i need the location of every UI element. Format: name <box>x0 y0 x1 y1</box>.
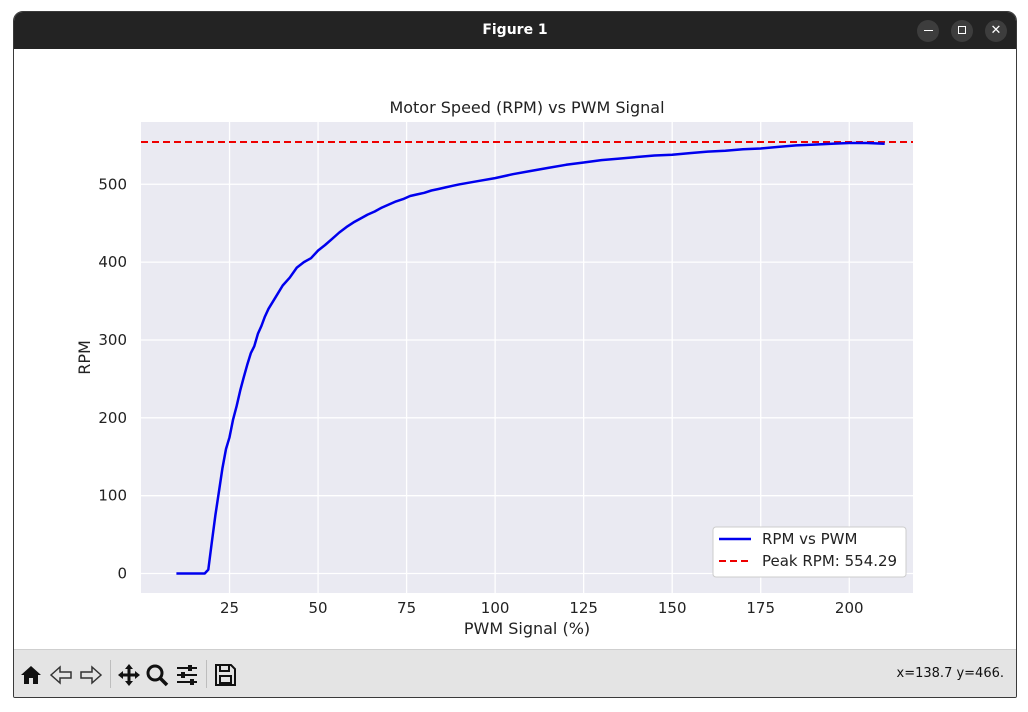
zoom-magnifier-icon <box>146 664 169 687</box>
back-arrow-icon <box>49 665 72 685</box>
y-tick-labels: 0 100 200 300 400 500 <box>98 175 127 582</box>
x-tick-labels: 25 50 75 100 125 150 175 200 <box>220 599 864 617</box>
window-title: Figure 1 <box>482 22 548 38</box>
x-axis-label: PWM Signal (%) <box>464 619 590 638</box>
x-tick-label: 125 <box>569 599 598 617</box>
plot-area <box>141 122 913 593</box>
rpm-series-line <box>176 141 885 575</box>
close-button[interactable]: ✕ <box>985 20 1007 42</box>
y-tick-label: 500 <box>98 175 127 193</box>
navigation-toolbar: x=138.7 y=466. <box>14 649 1016 697</box>
y-tick-label: 0 <box>117 565 127 583</box>
minimize-button[interactable] <box>917 20 939 42</box>
save-floppy-icon <box>215 664 236 686</box>
cursor-coordinates: x=138.7 y=466. <box>896 666 1004 681</box>
y-axis-label: RPM <box>75 340 94 375</box>
y-tick-label: 300 <box>98 331 127 349</box>
x-tick-label: 100 <box>481 599 510 617</box>
maximize-button[interactable] <box>951 20 973 42</box>
legend-label-rpm: RPM vs PWM <box>762 530 857 548</box>
pan-move-icon <box>118 664 140 686</box>
save-button[interactable] <box>212 662 238 688</box>
zoom-button[interactable] <box>144 662 170 688</box>
configure-subplots-button[interactable] <box>174 662 200 688</box>
close-icon: ✕ <box>990 23 1002 38</box>
grid <box>141 122 913 593</box>
x-tick-label: 175 <box>746 599 775 617</box>
y-tick-label: 400 <box>98 253 127 271</box>
y-tick-label: 200 <box>98 409 127 427</box>
home-icon <box>21 666 41 684</box>
x-tick-label: 25 <box>220 599 239 617</box>
toolbar-separator <box>206 660 207 688</box>
x-tick-label: 200 <box>835 599 864 617</box>
home-button[interactable] <box>18 662 44 688</box>
forward-arrow-icon <box>80 665 103 685</box>
back-button[interactable] <box>48 662 74 688</box>
figure-window: Figure 1 ✕ 25 50 75 100 125 150 175 200 0 100 200… <box>13 11 1017 698</box>
chart: 25 50 75 100 125 150 175 200 0 100 200 300 400 500 M… <box>75 98 913 638</box>
x-tick-label: 50 <box>309 599 328 617</box>
x-tick-label: 75 <box>397 599 416 617</box>
legend-label-peak: Peak RPM: 554.29 <box>762 552 897 570</box>
x-tick-label: 150 <box>658 599 687 617</box>
chart-title: Motor Speed (RPM) vs PWM Signal <box>389 98 664 117</box>
toolbar-separator <box>110 660 111 688</box>
figure-canvas[interactable]: 25 50 75 100 125 150 175 200 0 100 200 300 400 500 M… <box>14 49 1016 649</box>
configure-subplots-icon <box>177 665 197 685</box>
legend-box <box>712 526 907 578</box>
maximize-icon <box>958 25 966 34</box>
legend: RPM vs PWM Peak RPM: 554.29 <box>712 526 907 578</box>
forward-button[interactable] <box>78 662 104 688</box>
y-tick-label: 100 <box>98 487 127 505</box>
title-bar[interactable]: Figure 1 ✕ <box>14 12 1016 49</box>
pan-button[interactable] <box>116 662 142 688</box>
minimize-icon <box>923 29 933 32</box>
